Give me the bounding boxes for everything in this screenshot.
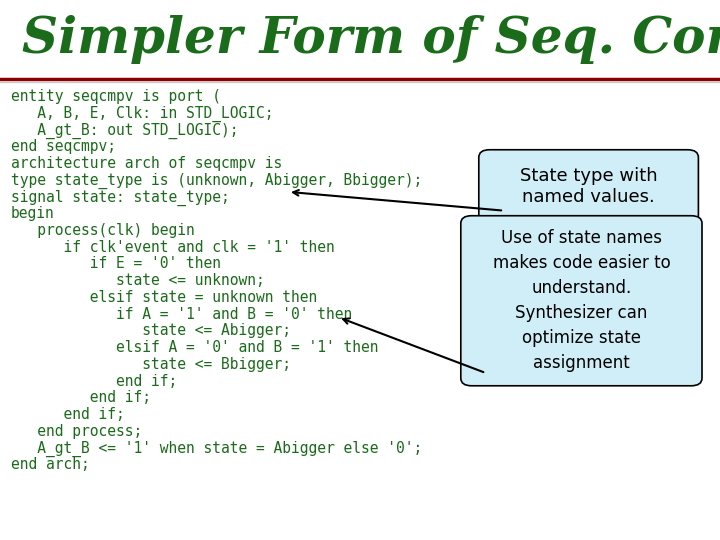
Text: end if;: end if; <box>11 390 150 406</box>
Text: state <= Bbigger;: state <= Bbigger; <box>11 357 291 372</box>
Text: Use of state names
makes code easier to
understand.
Synthesizer can
optimize sta: Use of state names makes code easier to … <box>492 230 670 372</box>
FancyBboxPatch shape <box>461 215 702 386</box>
Text: A_gt_B: out STD_LOGIC);: A_gt_B: out STD_LOGIC); <box>11 123 238 139</box>
Text: process(clk) begin: process(clk) begin <box>11 223 194 238</box>
Text: state <= Abigger;: state <= Abigger; <box>11 323 291 339</box>
Text: signal state: state_type;: signal state: state_type; <box>11 190 230 206</box>
Text: end seqcmpv;: end seqcmpv; <box>11 139 116 154</box>
FancyBboxPatch shape <box>479 150 698 224</box>
Text: state <= unknown;: state <= unknown; <box>11 273 264 288</box>
Text: State type with
named values.: State type with named values. <box>520 167 657 206</box>
Text: end process;: end process; <box>11 424 142 439</box>
Text: entity seqcmpv is port (: entity seqcmpv is port ( <box>11 89 221 104</box>
Text: end arch;: end arch; <box>11 457 89 472</box>
Text: 4.31 - Jon Turner - 9/30/2020: 4.31 - Jon Turner - 9/30/2020 <box>11 517 190 530</box>
Text: if E = '0' then: if E = '0' then <box>11 256 221 271</box>
Text: A_gt_B <= '1' when state = Abigger else '0';: A_gt_B <= '1' when state = Abigger else … <box>11 441 422 457</box>
Text: architecture arch of seqcmpv is: architecture arch of seqcmpv is <box>11 156 282 171</box>
Text: Simpler Form of Seq. Comparator: Simpler Form of Seq. Comparator <box>22 15 720 64</box>
Text: if clk'event and clk = '1' then: if clk'event and clk = '1' then <box>11 240 335 254</box>
Text: A, B, E, Clk: in STD_LOGIC;: A, B, E, Clk: in STD_LOGIC; <box>11 106 274 122</box>
Text: type state_type is (unknown, Abigger, Bbigger);: type state_type is (unknown, Abigger, Bb… <box>11 173 422 189</box>
Text: begin: begin <box>11 206 55 221</box>
Text: elsif A = '0' and B = '1' then: elsif A = '0' and B = '1' then <box>11 340 378 355</box>
Text: elsif state = unknown then: elsif state = unknown then <box>11 290 317 305</box>
Text: end if;: end if; <box>11 374 177 389</box>
Text: if A = '1' and B = '0' then: if A = '1' and B = '0' then <box>11 307 352 322</box>
Text: end if;: end if; <box>11 407 125 422</box>
Text: Washington University in St.Louis: Washington University in St.Louis <box>497 517 706 530</box>
